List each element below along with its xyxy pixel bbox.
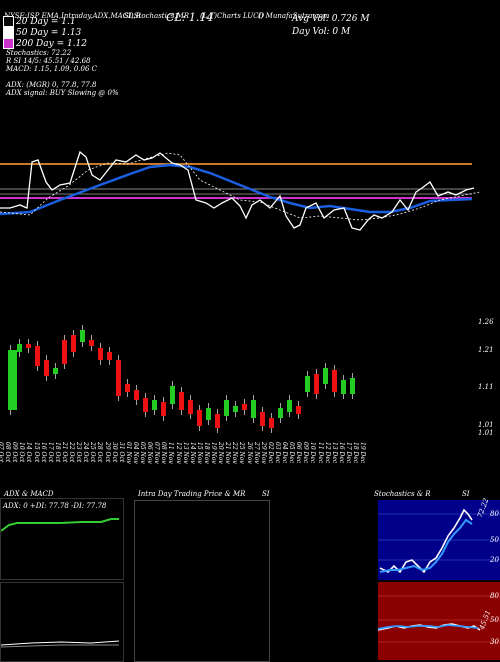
legend-adx: ADX: (MGR) 0, 77.8, 77.8 xyxy=(6,81,97,89)
stoch-axis-20: 20 xyxy=(490,556,499,564)
candle-body xyxy=(332,370,337,392)
candle-body xyxy=(233,406,238,412)
rsi-panel: 45.51 80 50 30 xyxy=(378,582,500,660)
macd-panel xyxy=(0,582,124,662)
candle-body xyxy=(188,400,193,414)
legend-stochastics: Stochastics: 72.22 xyxy=(6,49,72,57)
candle-body xyxy=(269,418,274,428)
candle-body xyxy=(251,400,256,418)
legend-ema20: 20 Day = 1.1 xyxy=(3,16,76,27)
candle-body xyxy=(314,374,319,394)
header-title-part1: NYSE:ISP EMA,Intraday,ADX,MACD,B xyxy=(4,12,141,20)
macd-line xyxy=(1,640,120,646)
ema20-swatch xyxy=(3,16,14,27)
date-axis: 07 Oct 08 Oct 09 Oct 10 Oct 14 Oct 15 Oct 16 O… xyxy=(0,440,500,490)
candle-body xyxy=(152,400,157,410)
stoch-axis-50: 50 xyxy=(490,536,499,544)
candle-body xyxy=(170,386,175,404)
legend-adx-signal: ADX signal: BUY Slowing @ 0% xyxy=(6,89,119,97)
candle-body xyxy=(161,402,166,416)
price-axis-101: 1.01 xyxy=(478,421,494,429)
header-title: NYSE:ISP EMA,Intraday,ADX,MACD,B xyxy=(4,12,141,20)
legend-macd: MACD: 1.15, 1.09, 0.06 C xyxy=(6,65,98,73)
rsi-lines xyxy=(378,595,500,643)
intraday-panel-si: SI xyxy=(262,490,270,498)
date-label: 19 Dec xyxy=(359,442,367,464)
legend-ema20-label: 20 Day = 1.1 xyxy=(16,17,76,27)
intraday-panel xyxy=(134,500,270,662)
candle-body xyxy=(89,340,94,346)
price-axis-101b: 1.01 xyxy=(478,429,494,437)
ema200-swatch xyxy=(3,38,14,49)
price-axis-111: 1.11 xyxy=(478,383,494,391)
adx-panel: ADX: 0 +DI: 77.78 -DI: 77.78 xyxy=(0,498,124,580)
candle-body xyxy=(125,384,130,392)
header-title-part2: SI,Stochastics,MR xyxy=(124,12,190,20)
adx-values: ADX: 0 +DI: 77.78 -DI: 77.78 xyxy=(3,502,107,510)
legend-ema50-label: 50 Day = 1.13 xyxy=(16,28,82,38)
candle-body xyxy=(35,346,40,366)
legend-ema200: 200 Day = 1.12 xyxy=(3,38,87,49)
candle-body xyxy=(26,344,31,348)
rsi-axis-30: 30 xyxy=(490,638,499,646)
ema50-swatch xyxy=(3,27,14,38)
adx-lines xyxy=(1,518,119,532)
avg-volume: Avg Vol: 0.726 M xyxy=(292,14,370,24)
stoch-d-line xyxy=(379,518,473,573)
candle-body xyxy=(71,335,76,352)
candle-body xyxy=(215,414,220,428)
candle-body xyxy=(287,400,292,412)
candle-body xyxy=(179,392,184,410)
header-title-part4: () MunafaSutra.com xyxy=(258,12,330,20)
stoch-panel-si: SI xyxy=(462,490,470,498)
rsi-axis-80: 80 xyxy=(490,592,499,600)
macd-lines xyxy=(1,640,120,648)
price-axis-121: 1.21 xyxy=(478,346,494,354)
candle-body xyxy=(323,368,328,384)
adx-panel-title: ADX & MACD xyxy=(4,490,54,498)
candle-body xyxy=(341,380,346,394)
candle-body xyxy=(278,408,283,418)
stochastics-lines xyxy=(378,508,500,574)
candle-body xyxy=(206,408,211,420)
stochastics-panel: 72.22 80 50 20 xyxy=(378,497,500,580)
candle-body xyxy=(260,412,265,426)
candle-body xyxy=(116,360,121,396)
candle-body xyxy=(134,390,139,400)
candle-body xyxy=(80,330,85,342)
candle-body xyxy=(44,360,49,376)
macd-signal-line xyxy=(1,644,119,648)
candle-body xyxy=(107,352,112,360)
header-title-part3: (L,T)Charts LUCD xyxy=(200,12,265,20)
candle-body xyxy=(197,410,202,426)
candle-body xyxy=(296,406,301,414)
stoch-panel-title: Stochastics & R xyxy=(374,490,431,498)
close-label: CL: 1.14 xyxy=(166,11,214,24)
candle-body xyxy=(350,378,355,394)
stoch-axis-80: 80 xyxy=(490,510,499,518)
intraday-panel-title: Intra Day Trading Price & MR xyxy=(138,490,246,498)
candle-body xyxy=(305,376,310,392)
candle-body xyxy=(53,368,58,374)
legend-ema200-label: 200 Day = 1.12 xyxy=(16,39,88,49)
candle-body xyxy=(242,404,247,410)
rsi-axis-50: 50 xyxy=(490,616,499,624)
legend-ema50: 50 Day = 1.13 xyxy=(3,27,81,38)
legend-rsi: R SI 14/5: 45.51 / 42.68 xyxy=(6,57,91,65)
day-volume: Day Vol: 0 M xyxy=(292,27,351,37)
candle-body xyxy=(17,344,22,352)
stoch-k-line xyxy=(379,508,473,574)
adx-di-line xyxy=(1,518,119,532)
rsi-signal-line xyxy=(378,624,479,630)
candle-body xyxy=(62,340,67,364)
ema-blue-line xyxy=(0,163,473,216)
candle-body xyxy=(143,398,148,412)
price-axis-top: 1.26 xyxy=(478,318,494,326)
candlestick-chart xyxy=(8,325,355,433)
candle-body xyxy=(224,400,229,416)
candle-body xyxy=(10,350,17,410)
candle-body xyxy=(98,348,103,360)
price-line xyxy=(0,150,475,231)
ema-chart xyxy=(0,150,481,231)
